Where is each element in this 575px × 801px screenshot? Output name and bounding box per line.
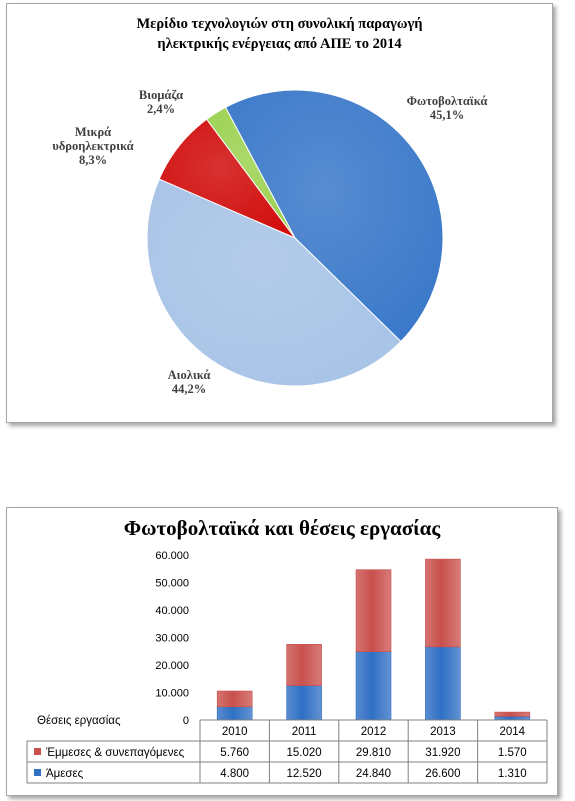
- bar-chart-panel: Φωτοβολταϊκά και θέσεις εργασίας 0 10.000…: [6, 507, 558, 796]
- pie-chart-plot: [146, 89, 444, 387]
- bar-chart-plot: 0 10.000 20.000 30.000 40.000 50.000 60.000 Θέσ…: [26, 550, 548, 784]
- pie-label-hydro-line1: Μικρά: [74, 125, 112, 139]
- x-category-label: 2010: [222, 726, 248, 738]
- y-tick-label: 50.000: [155, 578, 189, 590]
- legend-swatch: [34, 769, 41, 776]
- pie-label-biomass-pct: 2,4%: [146, 102, 176, 116]
- legend-series-name: Έμμεσες & συνεπαγόμενες: [45, 747, 185, 759]
- y-tick-label: 30.000: [155, 633, 189, 645]
- pie-slice-1: [146, 178, 402, 387]
- data-table-cell: 1.310: [498, 768, 527, 780]
- x-category-label: 2013: [430, 726, 456, 738]
- legend-swatch: [34, 748, 41, 755]
- x-category-label: 2012: [361, 726, 387, 738]
- bar-indirect-2014: [494, 711, 531, 717]
- pie-label-wind-pct: 44,2%: [171, 382, 207, 396]
- x-category-label: 2014: [500, 726, 526, 738]
- pie-label-hydro: Μικρά υδροηλεκτρικά 8,3%: [37, 125, 149, 167]
- pie-chart-panel: Μερίδιο τεχνολογιών στη συνολική παραγωγ…: [6, 3, 553, 423]
- data-table-cell: 1.570: [498, 747, 527, 759]
- legend-series-name: Άμεσες: [46, 768, 84, 780]
- pie-title-line2: ηλεκτρικής ενέργειας από ΑΠΕ το 2014: [157, 36, 402, 52]
- bar-indirect-2011: [286, 644, 322, 686]
- y-tick-label: 0: [183, 715, 189, 727]
- pie-label-hydro-line2: υδροηλεκτρικά: [52, 139, 134, 153]
- bar-direct-2012: [355, 651, 392, 721]
- y-axis-label: Θέσεις εργασίας: [37, 715, 121, 727]
- pie-label-pv-name: Φωτοβολταϊκά: [406, 94, 488, 108]
- bar-direct-2013: [425, 646, 461, 721]
- bar-direct-2010: [216, 706, 253, 721]
- bar-indirect-2012: [355, 569, 392, 653]
- pie-title-line1: Μερίδιο τεχνολογιών στη συνολική παραγωγ…: [136, 16, 423, 32]
- pie-label-biomass-name: Βιομάζα: [138, 88, 184, 102]
- bar-direct-2011: [286, 685, 322, 721]
- data-table-cell: 15.020: [287, 747, 322, 759]
- y-tick-label: 60.000: [155, 550, 189, 562]
- data-table: 2010 2011 2012 2013 2014 Έμμεσες & συνεπαγόμε…: [26, 719, 548, 784]
- y-tick-label: 10.000: [155, 688, 189, 700]
- pie-label-biomass: Βιομάζα 2,4%: [121, 88, 201, 116]
- data-table-cell: 26.600: [425, 768, 460, 780]
- bar-direct-2014: [494, 716, 531, 721]
- data-table-cell: 4.800: [220, 768, 249, 780]
- bar-chart-title: Φωτοβολταϊκά και θέσεις εργασίας: [123, 516, 441, 540]
- pie-label-wind-name: Αιολικά: [167, 368, 211, 382]
- pie-label-pv-pct: 45,1%: [429, 108, 465, 122]
- pie-slice-0: [224, 89, 444, 343]
- x-category-label: 2011: [292, 726, 317, 738]
- pie-slice-3: [205, 106, 296, 239]
- data-table-cell: 29.810: [356, 747, 391, 759]
- data-table-cell: 24.840: [356, 768, 391, 780]
- pie-label-wind: Αιολικά 44,2%: [134, 368, 244, 396]
- y-tick-label: 40.000: [155, 605, 189, 617]
- bar-indirect-2013: [425, 558, 461, 648]
- pie-label-hydro-pct: 8,3%: [78, 153, 108, 167]
- bar-indirect-2010: [216, 690, 253, 708]
- data-table-cell: 31.920: [425, 747, 460, 759]
- data-table-cell: 12.520: [287, 768, 322, 780]
- pie-chart-title: Μερίδιο τεχνολογιών στη συνολική παραγωγ…: [7, 14, 552, 54]
- pie-label-pv: Φωτοβολταϊκά 45,1%: [372, 94, 522, 122]
- y-tick-label: 20.000: [155, 660, 189, 672]
- data-table-cell: 5.760: [220, 747, 249, 759]
